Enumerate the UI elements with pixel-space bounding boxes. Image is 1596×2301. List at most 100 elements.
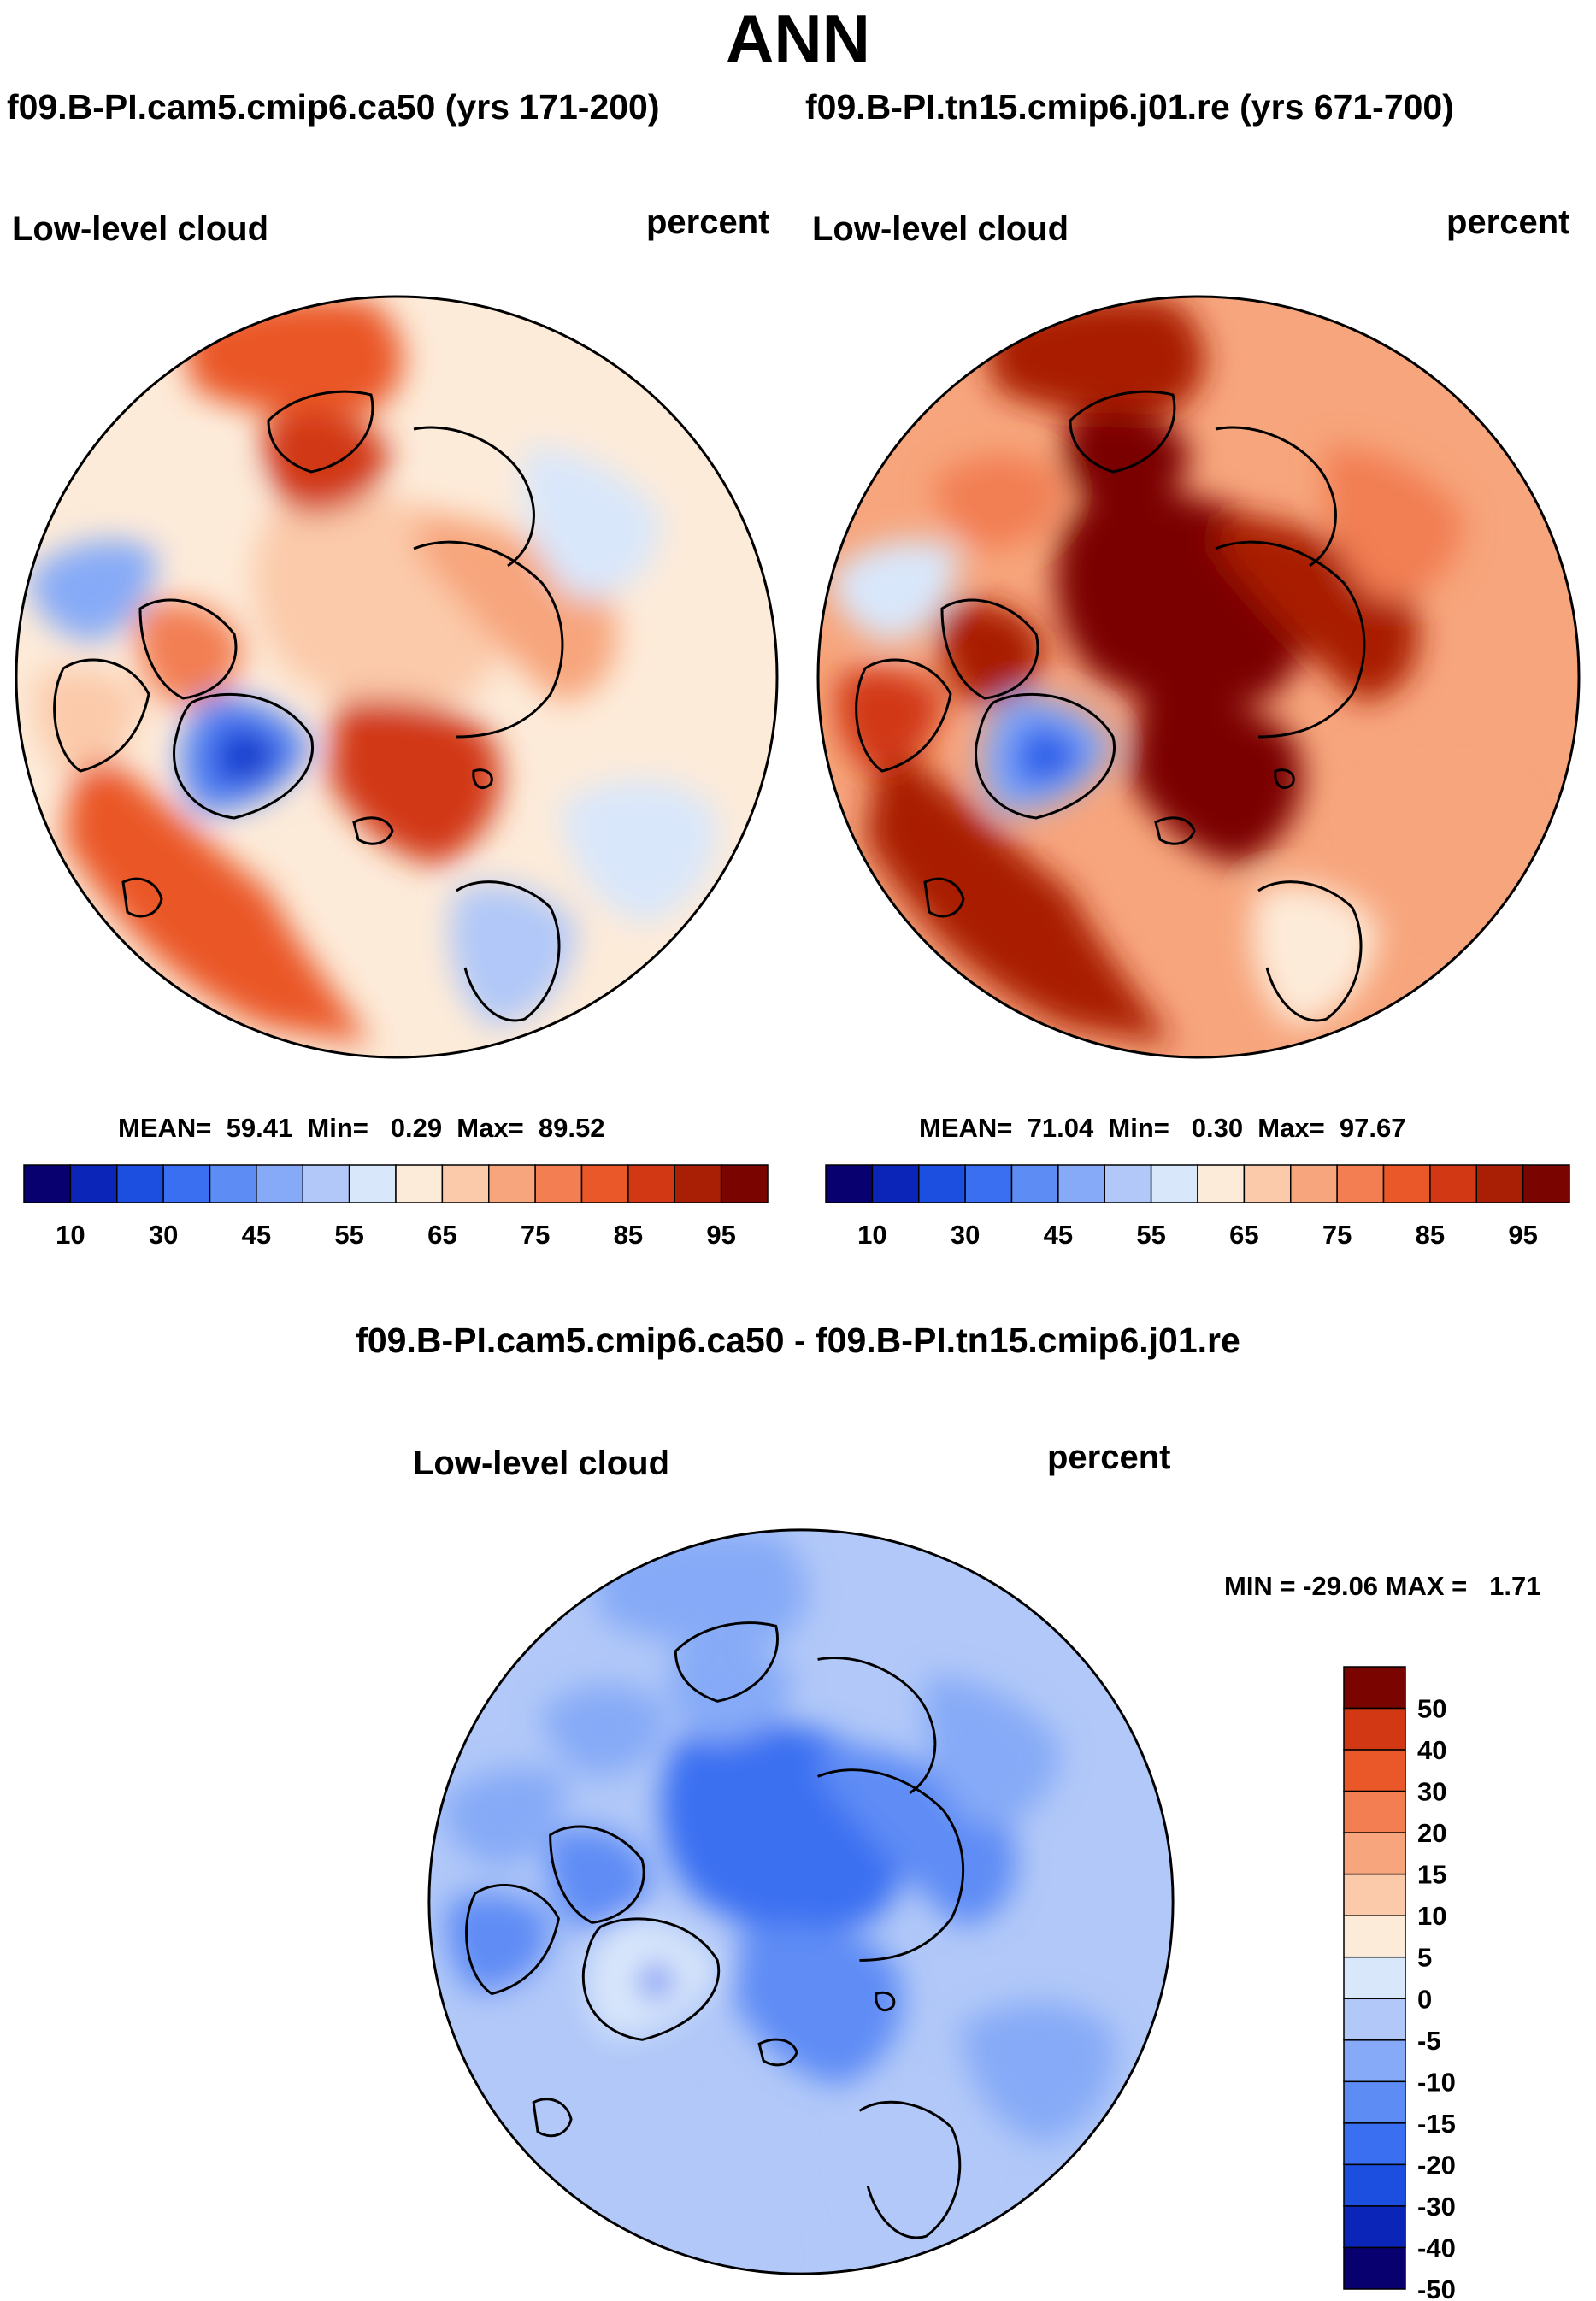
colorbar-box	[1057, 1164, 1105, 1203]
coastline	[1274, 768, 1295, 789]
colorbar-box	[1343, 2246, 1406, 2290]
colorbar-box	[1382, 1164, 1431, 1203]
region-western-siberia	[559, 780, 718, 925]
panel-a-left-label: Low-level cloud	[12, 210, 269, 248]
region-north-america-interior	[441, 1768, 568, 1868]
colorbar-box	[1475, 1164, 1524, 1203]
colorbar-box	[720, 1164, 769, 1203]
coastline	[817, 1657, 937, 1795]
colorbar-tick-label: 15	[1417, 1860, 1446, 1890]
colorbar-tick-label: -20	[1417, 2150, 1456, 2180]
coastline	[581, 1917, 721, 2041]
region-greenland-core	[233, 741, 266, 774]
colorbar-box	[1336, 1164, 1385, 1203]
colorbar-box	[534, 1164, 583, 1203]
colorbar-tick-label: 55	[334, 1220, 363, 1250]
region-scandinavia-europe	[852, 2104, 977, 2245]
colorbar-box	[1429, 1164, 1477, 1203]
coastline	[121, 877, 163, 918]
colorbar-box	[395, 1164, 444, 1203]
colorbar-box	[116, 1164, 164, 1203]
colorbar-tick-label: -40	[1417, 2233, 1456, 2263]
colorbar-box	[825, 1164, 874, 1203]
region-alaska-yukon	[541, 1684, 668, 1777]
coastline	[923, 877, 965, 918]
colorbar-box	[1150, 1164, 1198, 1203]
region-greenland-core	[1034, 741, 1068, 774]
region-barents-sea	[733, 1923, 904, 2086]
panel-b-units-label: percent	[1446, 203, 1570, 241]
colorbar-tick-label: 85	[614, 1220, 643, 1250]
colorbar-tick-label: 40	[1417, 1735, 1446, 1765]
colorbar-tick-label: 65	[1229, 1220, 1258, 1250]
region-north-atlantic	[865, 737, 1173, 1045]
region-bering-chukchi	[262, 412, 388, 515]
colorbar-box	[488, 1164, 536, 1203]
colorbar-box	[1343, 1998, 1406, 2041]
panel-a-colorbar: 10 30 45 55 65 75 85 95	[23, 1164, 769, 1250]
region-western-siberia	[959, 2002, 1115, 2145]
region-bering-chukchi	[1063, 412, 1190, 515]
colorbar-tick-label: -5	[1417, 2026, 1441, 2056]
coastline	[352, 816, 394, 845]
figure-title: ANN	[726, 1, 870, 76]
coastline	[549, 1825, 645, 1924]
colorbar-box	[1522, 1164, 1570, 1203]
region-canadian-archipelago	[547, 1828, 651, 1929]
colorbar-tick-label: 5	[1417, 1943, 1432, 1973]
colorbar-tick-label: 30	[149, 1220, 178, 1250]
coastline	[267, 390, 374, 474]
coastline	[757, 2038, 798, 2067]
colorbar-box	[162, 1164, 211, 1203]
panel-a-units-label: percent	[646, 203, 770, 241]
colorbar-box	[1343, 1956, 1406, 2000]
coastline	[173, 692, 314, 820]
colorbar-tick-label: -10	[1417, 2067, 1456, 2097]
colorbar-box	[1243, 1164, 1292, 1203]
region-canadian-archipelago	[137, 602, 243, 704]
coastline	[1069, 390, 1176, 474]
map-boundary	[15, 295, 779, 1059]
colorbar-box	[348, 1164, 397, 1203]
case-b-subtitle: f09.B-PI.tn15.cmip6.j01.re (yrs 671-700)	[805, 87, 1454, 127]
colorbar-tick-label: 65	[427, 1220, 456, 1250]
colorbar-tick-label: 30	[951, 1220, 980, 1250]
region-eurasian-arctic-shelf	[1216, 515, 1419, 703]
colorbar-box	[1197, 1164, 1246, 1203]
colorbar-box	[1343, 2080, 1406, 2124]
colorbar-box	[1343, 1749, 1406, 1792]
region-north-atlantic	[63, 737, 371, 1045]
case-a-subtitle: f09.B-PI.cam5.cmip6.ca50 (yrs 171-200)	[7, 87, 660, 127]
difference-subtitle: f09.B-PI.cam5.cmip6.ca50 - f09.B-PI.tn15…	[356, 1321, 1240, 1360]
colorbar-box	[256, 1164, 303, 1203]
coastline-layer	[465, 1621, 965, 2239]
colorbar-box	[580, 1164, 629, 1203]
colorbar-tick-label: 10	[857, 1220, 886, 1250]
colorbar-box	[674, 1164, 722, 1203]
region-north-pacific	[183, 297, 403, 415]
coastline	[413, 426, 535, 568]
colorbar-tick-label: 95	[1508, 1220, 1537, 1250]
colorbar-tick-label: 75	[521, 1220, 550, 1250]
region-alaska-yukon	[933, 455, 1062, 549]
colorbar-box	[1343, 1790, 1406, 1833]
region-north-atlantic	[474, 1960, 776, 2262]
colorbar-box	[1343, 2122, 1406, 2166]
diff-left-label: Low-level cloud	[413, 1445, 670, 1482]
region-greenland-core	[640, 1964, 674, 1997]
coastline	[858, 2100, 962, 2239]
region-western-siberia	[1361, 780, 1520, 925]
colorbar-tick-label: -30	[1417, 2192, 1456, 2222]
panel-a-stats: MEAN= 59.41 Min= 0.29 Max= 89.52	[118, 1113, 605, 1143]
region-scandinavia-europe	[1251, 884, 1378, 1027]
field-layer	[16, 297, 777, 1057]
region-eastern-siberia	[1324, 446, 1463, 600]
coastline	[472, 768, 493, 789]
colorbar-tick-label: 30	[1417, 1777, 1446, 1807]
colorbar-box	[1343, 1915, 1406, 1958]
colorbar-box	[441, 1164, 490, 1203]
coastline	[1257, 880, 1363, 1022]
colorbar-tick-label: 0	[1417, 1984, 1432, 2014]
colorbar-tick-label: 85	[1416, 1220, 1445, 1250]
colorbar-tick-label: -15	[1417, 2109, 1456, 2139]
